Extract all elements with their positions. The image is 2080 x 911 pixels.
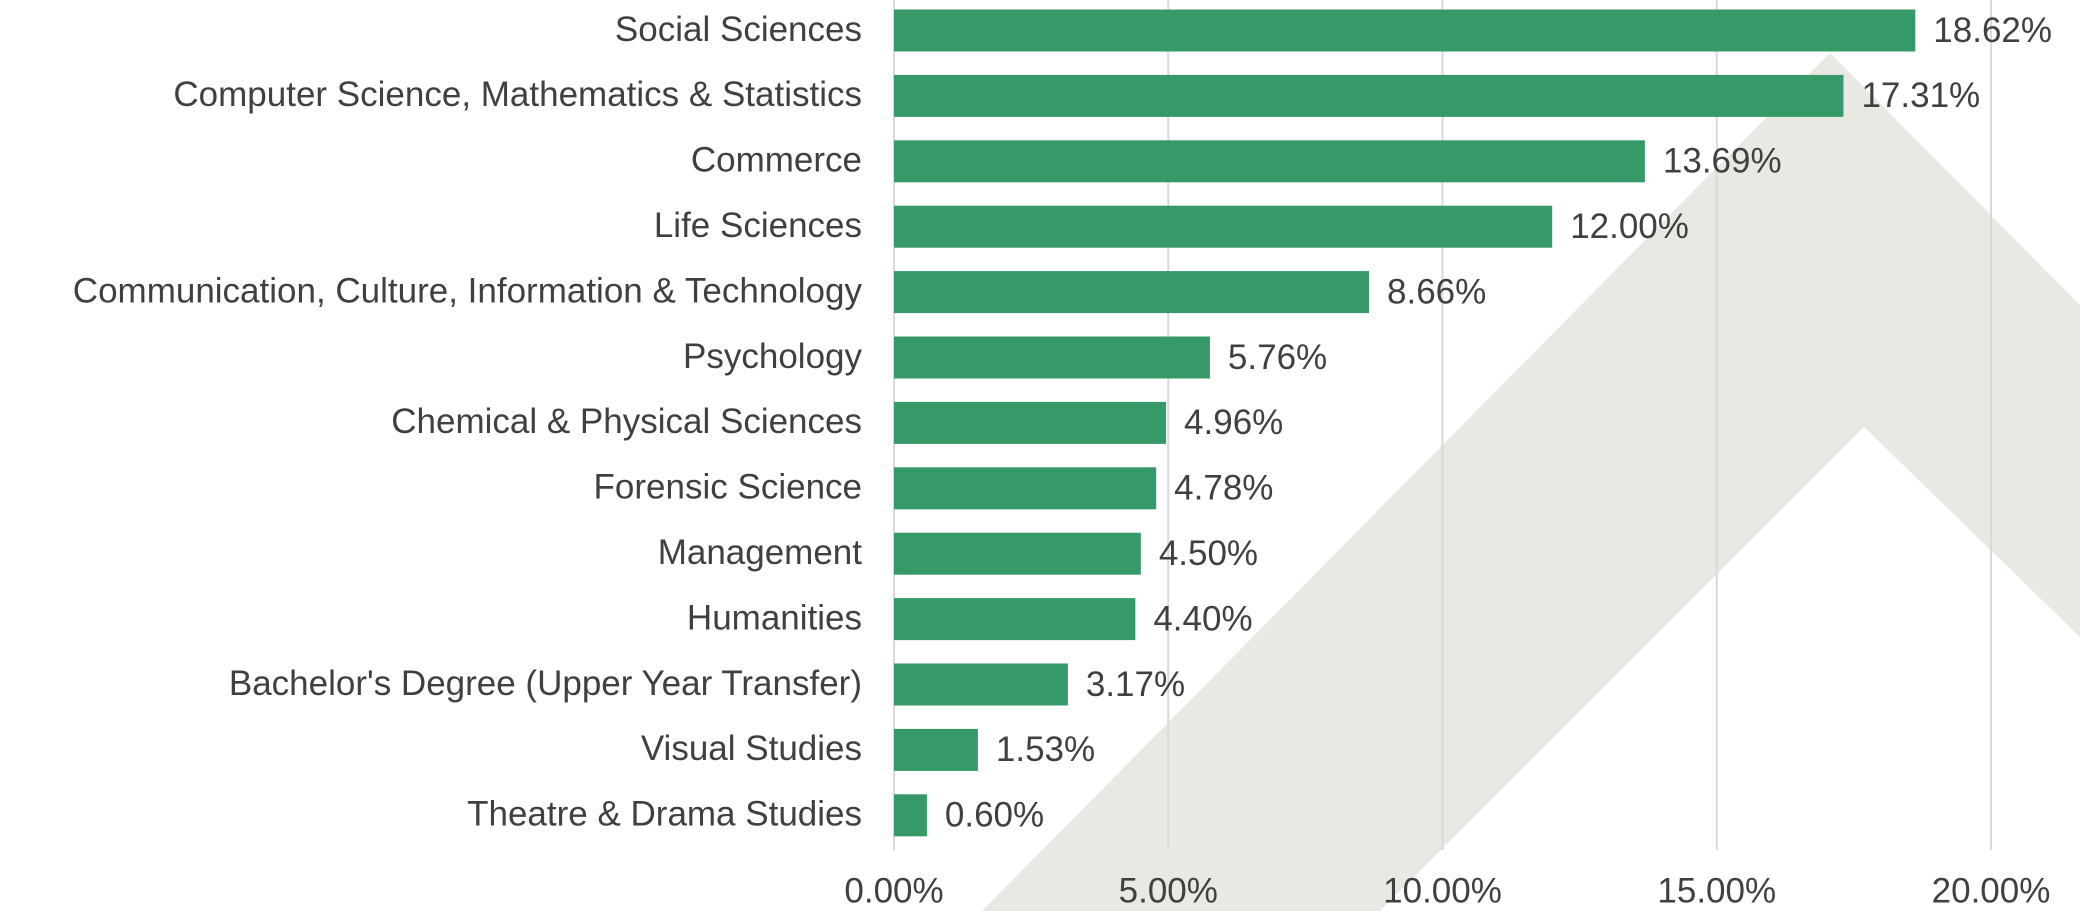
y-tick-label: Life Sciences: [654, 206, 862, 245]
bar: [894, 401, 1167, 444]
y-tick-label: Commerce: [691, 141, 862, 180]
bar: [894, 336, 1210, 379]
y-tick-label: Humanities: [687, 598, 862, 637]
bar: [894, 205, 1553, 248]
value-label: 1.53%: [996, 730, 1095, 769]
y-tick-label: Computer Science, Mathematics & Statisti…: [173, 75, 862, 114]
value-label: 18.62%: [1933, 11, 2052, 50]
y-tick-label: Communication, Culture, Information & Te…: [73, 271, 863, 310]
value-label: 5.76%: [1228, 338, 1327, 377]
value-label: 12.00%: [1570, 207, 1689, 246]
watermark: [982, 53, 2080, 911]
value-label: 4.50%: [1159, 534, 1258, 573]
value-label: 4.40%: [1153, 599, 1252, 638]
bar: [894, 728, 978, 771]
bar: [894, 9, 1916, 52]
bar: [894, 74, 1844, 117]
y-tick-label: Forensic Science: [594, 468, 862, 507]
bar: [894, 598, 1136, 641]
y-tick-label: Chemical & Physical Sciences: [391, 402, 862, 441]
value-label: 4.78%: [1174, 469, 1273, 508]
y-tick-label: Management: [658, 533, 863, 572]
y-tick-label: Psychology: [683, 337, 862, 376]
y-tick-label: Theatre & Drama Studies: [467, 795, 862, 834]
value-label: 17.31%: [1861, 76, 1980, 115]
y-tick-label: Visual Studies: [641, 729, 862, 768]
x-tick-label: 10.00%: [1383, 871, 1502, 910]
bar: [894, 467, 1157, 510]
value-label: 3.17%: [1086, 665, 1185, 704]
bar: [894, 794, 927, 837]
y-tick-label: Bachelor's Degree (Upper Year Transfer): [229, 664, 862, 703]
bar: [894, 140, 1645, 183]
x-tick-label: 5.00%: [1119, 871, 1218, 910]
x-tick-label: 15.00%: [1657, 871, 1776, 910]
y-tick-label: Social Sciences: [615, 10, 862, 49]
value-label: 8.66%: [1387, 272, 1486, 311]
bar: [894, 271, 1370, 314]
x-tick-label: 20.00%: [1932, 871, 2051, 910]
value-label: 0.60%: [945, 796, 1044, 835]
bar: [894, 663, 1068, 706]
value-label: 4.96%: [1184, 403, 1283, 442]
x-tick-label: 0.00%: [844, 871, 943, 910]
bar: [894, 532, 1141, 575]
value-label: 13.69%: [1663, 142, 1782, 181]
